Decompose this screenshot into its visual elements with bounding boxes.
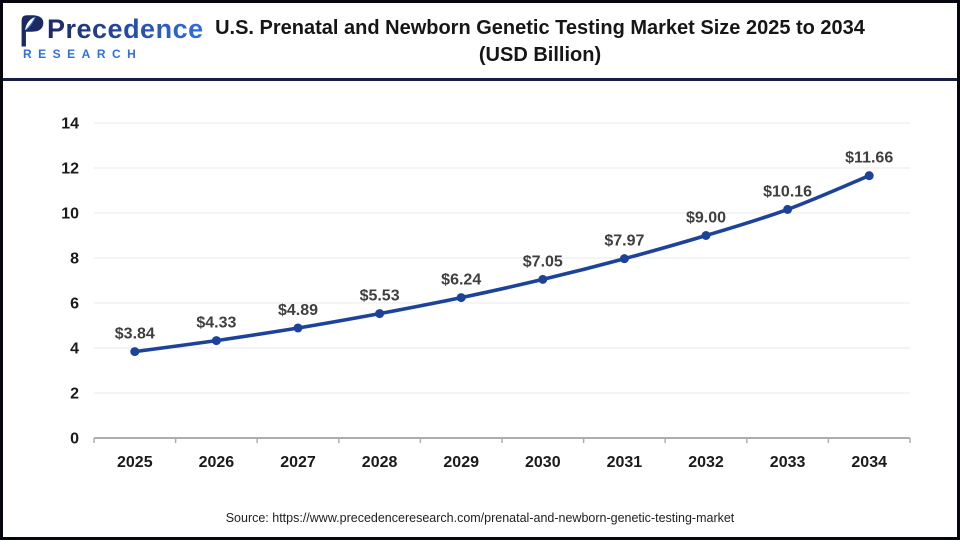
chart-title-line1: U.S. Prenatal and Newborn Genetic Testin… — [215, 17, 865, 39]
y-axis-label: 8 — [70, 251, 79, 268]
precedence-leaf-icon — [21, 15, 44, 47]
source-attribution: Source: https://www.precedenceresearch.c… — [225, 511, 735, 525]
x-axis-label: 2033 — [770, 454, 806, 471]
data-point-marker — [456, 293, 466, 303]
y-axis-label: 0 — [70, 431, 79, 448]
brand-name: Precedence — [47, 14, 204, 44]
x-axis-label: 2031 — [607, 454, 643, 471]
series-line — [133, 173, 871, 354]
data-point-marker — [375, 309, 385, 319]
x-axis-label: 2028 — [362, 454, 398, 471]
chart-area: 0 2 4 6 8 10 12 14 2025 2026 2027 2028 2029 2030 2031 2… — [3, 81, 957, 487]
data-point-marker — [293, 323, 303, 333]
data-point-label: $11.66 — [845, 150, 893, 167]
data-point-marker — [701, 231, 711, 240]
y-axis-label: 10 — [61, 206, 79, 223]
chart-title-line2: (USD Billion) — [478, 44, 602, 66]
brand-logo: Precedence RESEARCH — [19, 13, 203, 61]
x-axis-label: 2032 — [688, 454, 724, 471]
data-point-label: $4.89 — [278, 302, 318, 319]
y-axis-label: 14 — [61, 116, 79, 133]
x-axis-label: 2025 — [117, 454, 153, 471]
data-point-label: $7.97 — [604, 233, 644, 250]
data-point-label: $5.53 — [360, 288, 400, 305]
x-axis-label: 2027 — [280, 454, 316, 471]
data-point-label: $6.24 — [441, 272, 481, 289]
x-axis-label: 2026 — [199, 454, 235, 471]
x-axis-label: 2029 — [443, 454, 479, 471]
data-point-marker — [130, 347, 140, 357]
data-point-label: $3.84 — [115, 326, 155, 343]
chart-title: U.S. Prenatal and Newborn Genetic Testin… — [183, 15, 897, 69]
data-point-marker — [783, 204, 793, 214]
data-point-marker — [538, 274, 548, 284]
data-point-marker — [864, 171, 874, 181]
y-axis-label: 2 — [70, 386, 79, 403]
brand-subtitle: RESEARCH — [23, 47, 143, 61]
y-axis-label: 6 — [70, 296, 79, 313]
y-axis-label: 12 — [61, 161, 79, 178]
header: Precedence RESEARCH U.S. Prenatal and Ne… — [3, 3, 957, 81]
market-size-line-chart: 0 2 4 6 8 10 12 14 2025 2026 2027 2028 2029 2030 2031 2… — [61, 116, 911, 471]
x-axis-label: 2034 — [851, 454, 887, 471]
data-point-marker — [211, 336, 221, 346]
data-point-label: $4.33 — [196, 315, 236, 332]
data-point-label: $9.00 — [686, 210, 726, 227]
data-point-label: $10.16 — [763, 183, 812, 200]
y-axis-label: 4 — [70, 341, 79, 358]
x-axis-label: 2030 — [525, 454, 561, 471]
data-point-label: $7.05 — [523, 253, 563, 270]
data-point-marker — [619, 254, 629, 264]
